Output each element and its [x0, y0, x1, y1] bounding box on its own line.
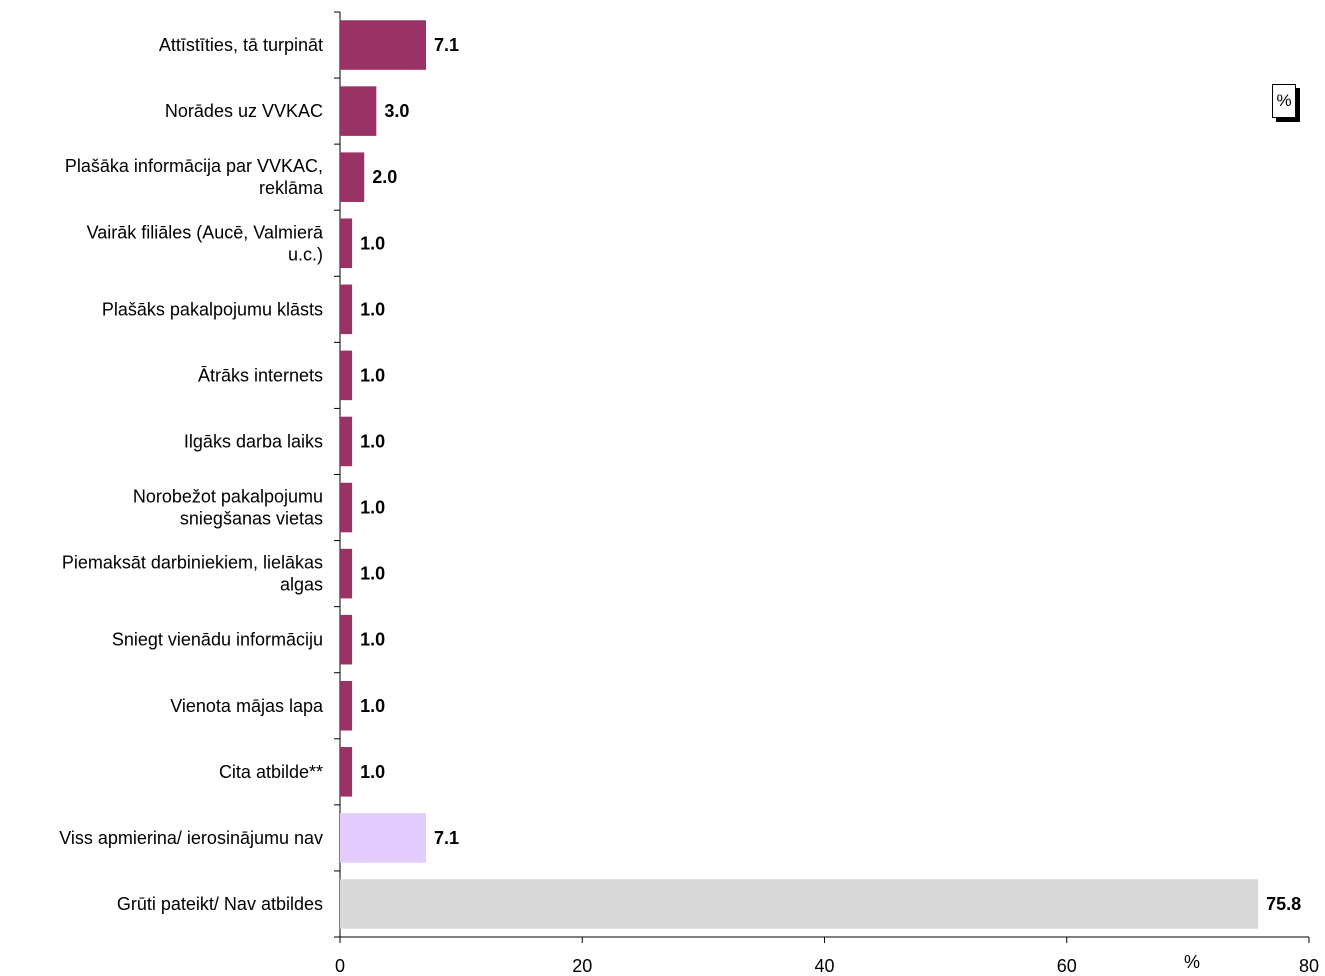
category-label-line: sniegšanas vietas	[180, 509, 323, 529]
bar	[340, 813, 426, 863]
category-label-line: reklāma	[259, 178, 324, 198]
category-label-line: Sniegt vienādu informāciju	[112, 630, 323, 650]
bars	[340, 20, 1259, 929]
bar	[340, 20, 426, 70]
category-label: Ātrāks internets	[198, 365, 323, 385]
category-label: Norādes uz VVKAC	[165, 101, 323, 121]
axes	[334, 11, 1309, 938]
data-label: 3.0	[384, 101, 409, 121]
bar	[340, 284, 353, 335]
data-label: 1.0	[360, 696, 385, 716]
bar	[340, 86, 377, 136]
bar	[340, 680, 353, 731]
data-label: 1.0	[360, 431, 385, 451]
bar	[340, 879, 1259, 929]
category-label: Sniegt vienādu informāciju	[112, 630, 323, 650]
category-label-line: algas	[280, 575, 323, 595]
category-label: Norobežot pakalpojumu sniegšanas vietas	[133, 487, 323, 529]
category-label-line: u.c.)	[288, 244, 323, 264]
category-label-line: Vienota mājas lapa	[170, 696, 324, 716]
category-label: Viss apmierina/ ierosinājumu nav	[59, 828, 323, 848]
bar	[340, 614, 353, 665]
legend: %	[1272, 84, 1296, 118]
x-tick-label: 80	[1299, 956, 1319, 976]
category-label: Piemaksāt darbiniekiem, lielākas algas	[62, 553, 323, 595]
bar	[340, 416, 353, 467]
category-label-line: Norādes uz VVKAC	[165, 101, 323, 121]
category-label: Plašāka informācija par VVKAC, reklāma	[65, 156, 324, 198]
bar	[340, 218, 353, 269]
data-label: 1.0	[360, 762, 385, 782]
category-label: Ilgāks darba laiks	[184, 431, 323, 451]
data-label: 7.1	[434, 828, 459, 848]
data-label: 7.1	[434, 35, 459, 55]
category-label-line: Vairāk filiāles (Aucē, Valmierā	[87, 222, 324, 242]
category-label-line: Plašāka informācija par VVKAC,	[65, 156, 323, 176]
x-tick-label: 20	[572, 956, 592, 976]
data-label: 1.0	[360, 630, 385, 650]
category-label-line: Piemaksāt darbiniekiem, lielākas	[62, 553, 323, 573]
category-label-line: Grūti pateikt/ Nav atbildes	[117, 894, 323, 914]
x-ticks: 0 20 40 60 80	[335, 937, 1319, 976]
category-label: Vienota mājas lapa	[170, 696, 324, 716]
category-label: Cita atbilde**	[219, 762, 323, 782]
data-label: 1.0	[360, 233, 385, 253]
x-tick-label: 60	[1057, 956, 1077, 976]
data-label: 1.0	[360, 564, 385, 584]
category-labels: Attīstīties, tā turpināt Norādes uz VVKAC…	[59, 35, 324, 914]
bar	[340, 350, 353, 401]
bar	[340, 747, 353, 797]
category-label-line: Plašāks pakalpojumu klāsts	[102, 299, 323, 319]
x-tick-label: 40	[814, 956, 834, 976]
category-label-line: Attīstīties, tā turpināt	[159, 35, 323, 55]
bar	[340, 482, 353, 533]
bar	[340, 152, 365, 202]
data-label: 75.8	[1266, 894, 1301, 914]
data-label: 2.0	[372, 167, 397, 187]
category-label-line: Norobežot pakalpojumu	[133, 487, 323, 507]
category-label: Plašāks pakalpojumu klāsts	[102, 299, 323, 319]
category-label: Attīstīties, tā turpināt	[159, 35, 323, 55]
bar	[340, 548, 353, 599]
x-tick-label: 0	[335, 956, 345, 976]
data-label: 1.0	[360, 365, 385, 385]
data-label: 1.0	[360, 299, 385, 319]
category-label: Vairāk filiāles (Aucē, Valmierā u.c.)	[87, 222, 324, 264]
x-axis-unit-label: %	[1184, 952, 1200, 972]
category-label-line: Viss apmierina/ ierosinājumu nav	[59, 828, 323, 848]
category-label-line: Ilgāks darba laiks	[184, 431, 323, 451]
value-labels: 7.1 3.0 2.0 1.0 1.0 1.0 1.0 1.0 1.0 1.0 1.0 1.0 7.1 7…	[360, 35, 1301, 914]
category-label-line: Cita atbilde**	[219, 762, 323, 782]
category-label: Grūti pateikt/ Nav atbildes	[117, 894, 323, 914]
data-label: 1.0	[360, 498, 385, 518]
legend-label: %	[1276, 91, 1292, 110]
category-label-line: Ātrāks internets	[198, 365, 323, 385]
